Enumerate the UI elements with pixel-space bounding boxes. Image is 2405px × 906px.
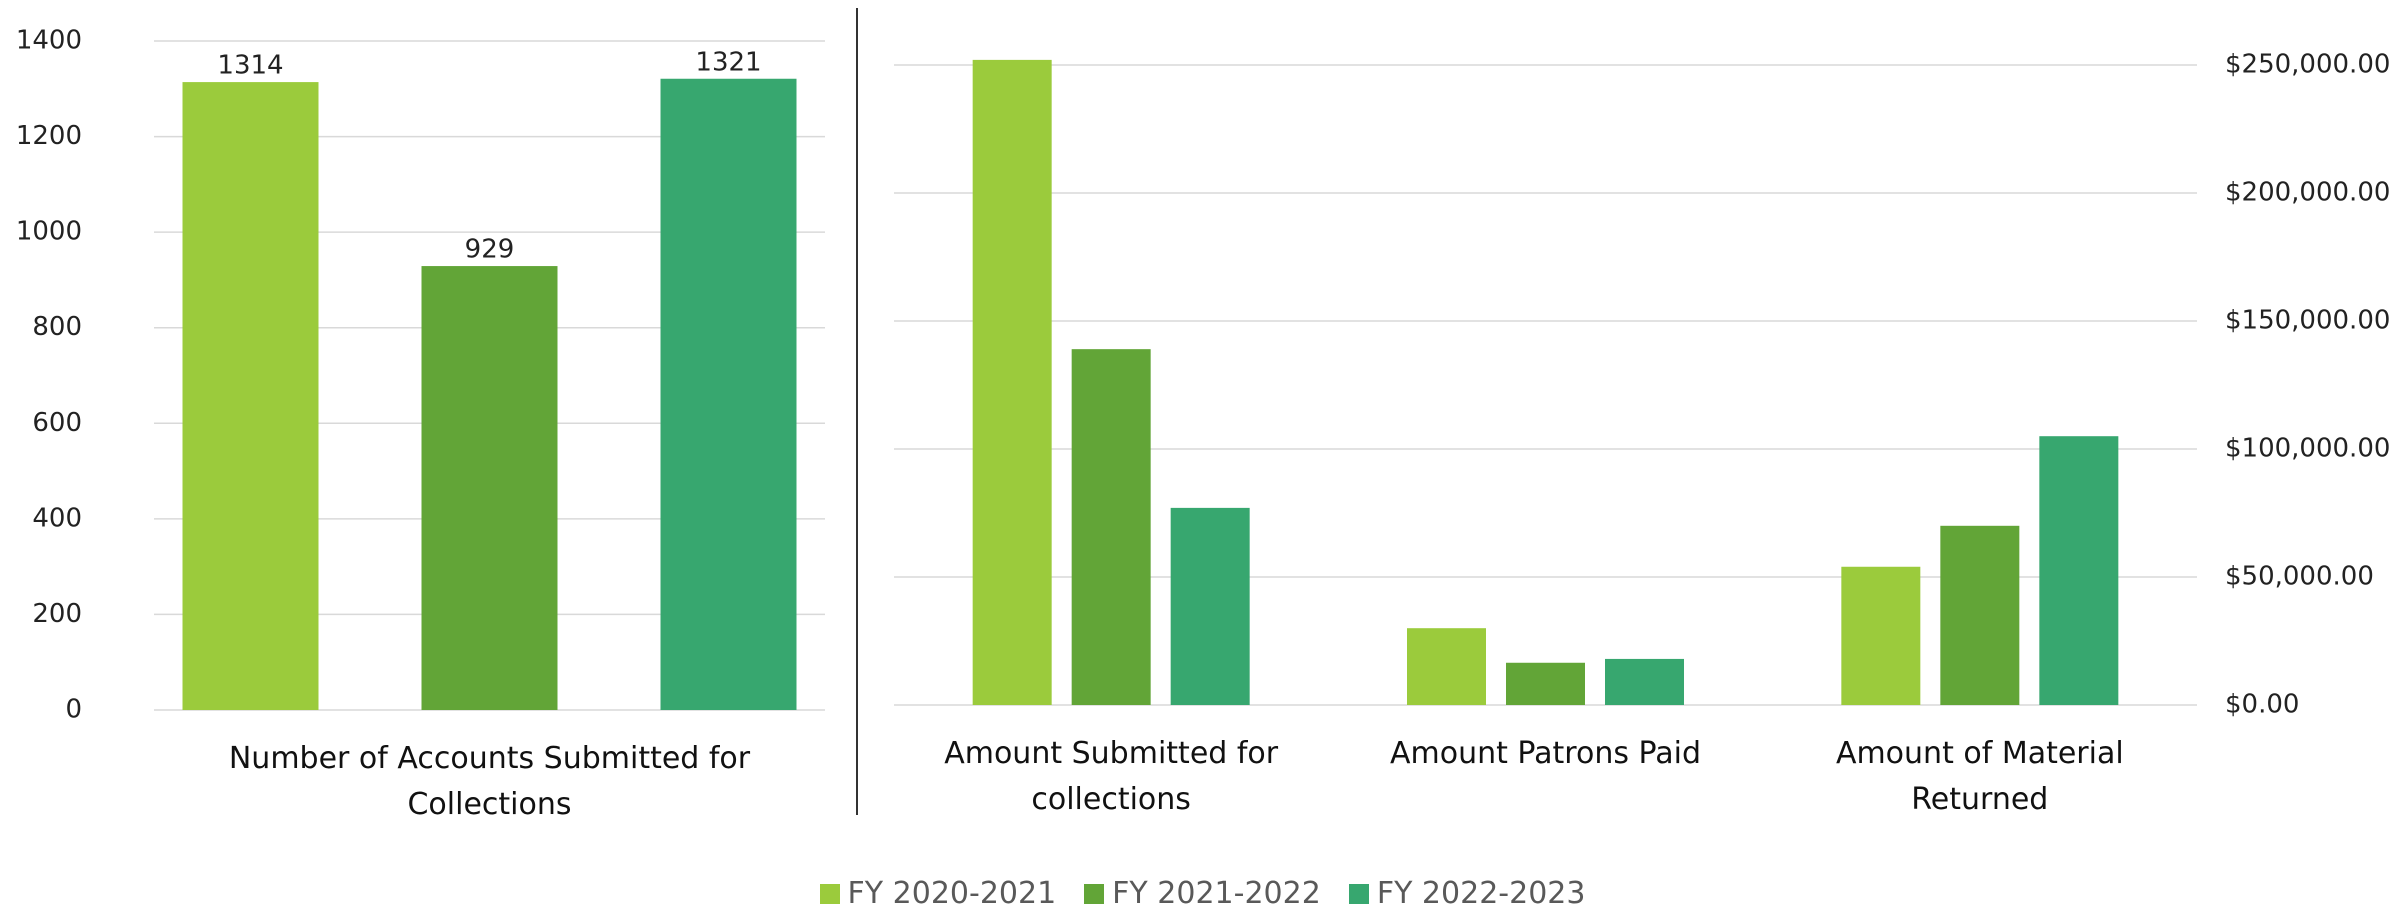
y-tick-label: 600: [32, 408, 82, 438]
y-tick-label: 400: [32, 503, 82, 533]
legend-item: FY 2021-2022: [1084, 876, 1321, 906]
x-tick-label: Amount Patrons Paid: [1389, 736, 1702, 771]
legend-swatch: [819, 883, 840, 904]
legend-label: FY 2020-2021: [847, 876, 1057, 906]
bar: [1170, 507, 1250, 705]
bar: [182, 82, 319, 711]
bar: [1506, 662, 1585, 705]
data-label: 1321: [695, 47, 761, 77]
x-tick-label: Amount Submitted for collections: [944, 736, 1279, 817]
y-tick-label: 800: [32, 312, 82, 342]
bar: [1407, 628, 1486, 705]
legend-label: FY 2022-2023: [1376, 876, 1586, 906]
legend: FY 2020-2021 FY 2021-2022 FY 2022-2023: [0, 876, 2405, 906]
legend-swatch: [1084, 883, 1105, 904]
y-tick-label: $250,000.00: [2225, 50, 2390, 80]
bar: [1071, 349, 1151, 705]
bar: [2039, 436, 2119, 705]
y-tick-label: 1000: [16, 217, 82, 247]
y-tick-label: $100,000.00: [2225, 434, 2390, 464]
bar: [660, 78, 797, 710]
bar: [1605, 658, 1684, 705]
y-tick-label: 200: [32, 599, 82, 629]
legend-item: FY 2022-2023: [1348, 876, 1586, 906]
bar: [1841, 566, 1921, 705]
legend-swatch: [1348, 883, 1369, 904]
data-label: 929: [465, 235, 515, 265]
y-tick-label: $50,000.00: [2225, 562, 2374, 592]
y-tick-label: $0.00: [2225, 690, 2299, 720]
y-tick-label: 1200: [16, 121, 82, 151]
bar: [1940, 525, 2020, 705]
bar: [972, 59, 1052, 705]
y-tick-label: 1400: [16, 26, 82, 56]
x-tick-label: Amount of Material Returned: [1835, 736, 2124, 817]
y-tick-label: $150,000.00: [2225, 306, 2390, 336]
y-tick-label: 0: [65, 695, 82, 725]
legend-label: FY 2021-2022: [1112, 876, 1321, 906]
bar: [421, 266, 558, 710]
legend-item: FY 2020-2021: [819, 876, 1057, 906]
data-label: 1314: [217, 51, 283, 81]
y-tick-label: $200,000.00: [2225, 178, 2390, 208]
x-tick-label: Number of Accounts Submitted for Collect…: [228, 741, 751, 822]
